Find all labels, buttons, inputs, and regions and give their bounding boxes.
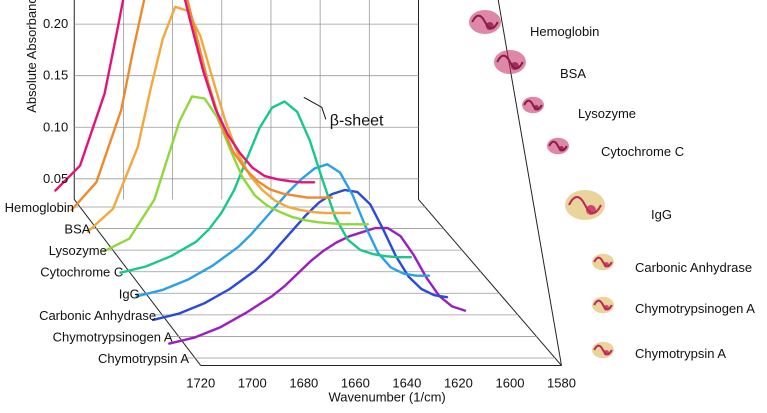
protein-structure-icon (592, 341, 614, 359)
protein-knot (603, 262, 610, 268)
series-label: BSA (64, 222, 90, 237)
protein-knot (558, 146, 565, 152)
protein-knot (485, 22, 494, 30)
legend-entry: BSA (560, 66, 586, 81)
x-tick-label: 1600 (496, 376, 525, 391)
series-line-0 (54, 0, 316, 192)
protein-strand (568, 196, 602, 214)
legend-entry: Chymotrypsin A (635, 346, 726, 361)
x-tick-label: 1640 (392, 376, 421, 391)
protein-structure-icon (565, 190, 605, 220)
x-tick-label: 1700 (238, 376, 267, 391)
protein-knot (603, 305, 610, 311)
series-label: Chymotrypsin A (98, 351, 189, 366)
protein-structure-icon (547, 137, 569, 155)
legend-entry: Hemoglobin (530, 24, 599, 39)
protein-strand (523, 99, 543, 111)
protein-structure-icon (592, 296, 614, 314)
protein-knot (510, 62, 519, 70)
series-line-2 (86, 5, 352, 233)
protein-knot (533, 105, 540, 111)
x-tick-label: 1680 (289, 376, 318, 391)
annotation-label: β-sheet (330, 112, 384, 129)
floor-left-edge (73, 199, 202, 366)
protein-structure-icon (522, 96, 544, 114)
legend-entry: Carbonic Anhydrase (635, 260, 752, 275)
annotation-leader (303, 96, 327, 120)
series-label: Chymotrypsinogen A (53, 329, 173, 344)
protein-strand (593, 256, 613, 268)
x-tick-label: 1580 (547, 376, 576, 391)
legend-entry: Chymotrypsinogen A (635, 301, 755, 316)
protein-structure-icon (592, 253, 614, 271)
x-axis-label: Wavenumber (1/cm) (328, 390, 445, 405)
y-tick-label: 0.20 (43, 16, 68, 31)
series-label: Hemoglobin (5, 200, 74, 215)
protein-icon-layer (469, 10, 614, 359)
x-tick-label: 1660 (341, 376, 370, 391)
y-tick-label: 0.05 (43, 171, 68, 186)
protein-strand (593, 344, 613, 356)
y-tick-label: 0.10 (43, 119, 68, 134)
series-line-5 (135, 163, 431, 298)
text-layer: 0.050.100.150.200.250.300.35Absolute Abs… (5, 0, 756, 405)
y-axis-label: Absolute Absorbance (a.u.) (24, 0, 39, 113)
right-wall-front-edge (497, 0, 562, 366)
x-tick-label: 1720 (186, 376, 215, 391)
floor-right-edge (418, 199, 562, 366)
protein-knot (603, 350, 610, 356)
series-line-4 (119, 100, 413, 274)
series-line-7 (168, 226, 467, 345)
series-label: Carbonic Anhydrase (39, 308, 156, 323)
series-label: Cytochrome C (40, 265, 123, 280)
protein-structure-icon (469, 10, 501, 34)
legend-entry: Cytochrome C (601, 144, 684, 159)
protein-strand (548, 140, 568, 152)
series-label: IgG (119, 286, 140, 301)
protein-strand (496, 54, 524, 70)
protein-strand (471, 14, 499, 30)
series-line-3 (103, 95, 369, 253)
y-tick-label: 0.15 (43, 68, 68, 83)
x-tick-label: 1620 (444, 376, 473, 391)
protein-structure-icon (494, 50, 526, 74)
series-label: Lysozyme (49, 243, 107, 258)
chart-frame (70, 0, 562, 367)
legend-entry: Lysozyme (578, 106, 636, 121)
protein-strand (593, 299, 613, 311)
series-layer (54, 0, 467, 345)
protein-knot (586, 205, 596, 215)
legend-entry: IgG (651, 207, 672, 222)
